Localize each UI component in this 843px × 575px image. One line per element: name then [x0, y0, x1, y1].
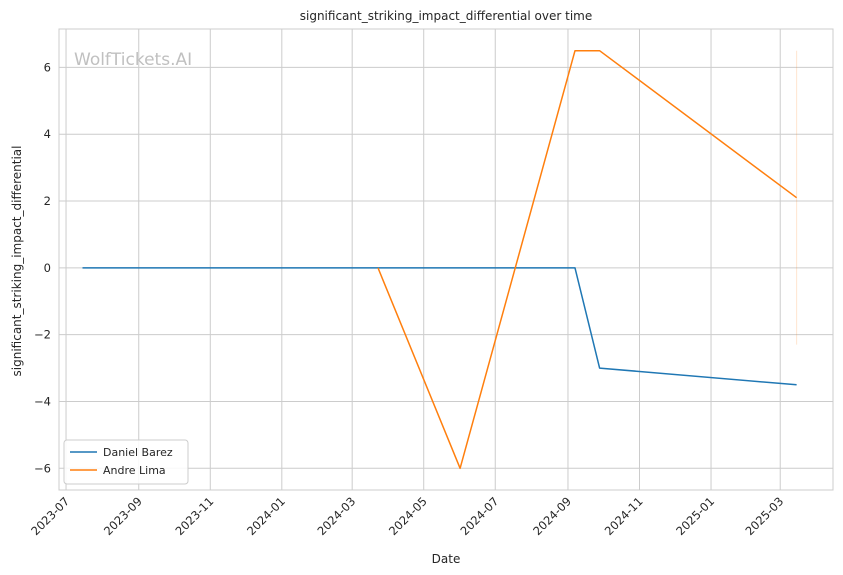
- legend-box: [63, 439, 189, 485]
- series-line-0: [82, 267, 797, 386]
- legend-label-1: Andre Lima: [103, 464, 166, 477]
- y-tick-label: −6: [34, 461, 51, 475]
- legend-label-0: Daniel Barez: [103, 446, 173, 459]
- x-axis-title: Date: [432, 552, 461, 566]
- y-tick-label: 0: [44, 261, 51, 275]
- y-axis-title: significant_striking_impact_differential: [10, 146, 24, 377]
- plot-frame: [58, 28, 834, 491]
- series-line-1: [377, 49, 798, 470]
- y-tick-label: −4: [34, 394, 51, 408]
- series-layer: [82, 49, 798, 470]
- y-tick-label: 6: [44, 60, 51, 74]
- y-tick-label: −2: [34, 328, 51, 342]
- y-tick-label: 4: [44, 127, 51, 141]
- watermark: WolfTickets.AI: [74, 50, 192, 70]
- y-tick-labels: −6 −4 −2 0 2 4 6: [34, 60, 51, 475]
- legend: Daniel Barez Andre Lima: [63, 439, 189, 485]
- chart-title: significant_striking_impact_differential…: [300, 9, 592, 23]
- y-tick-label: 2: [44, 194, 51, 208]
